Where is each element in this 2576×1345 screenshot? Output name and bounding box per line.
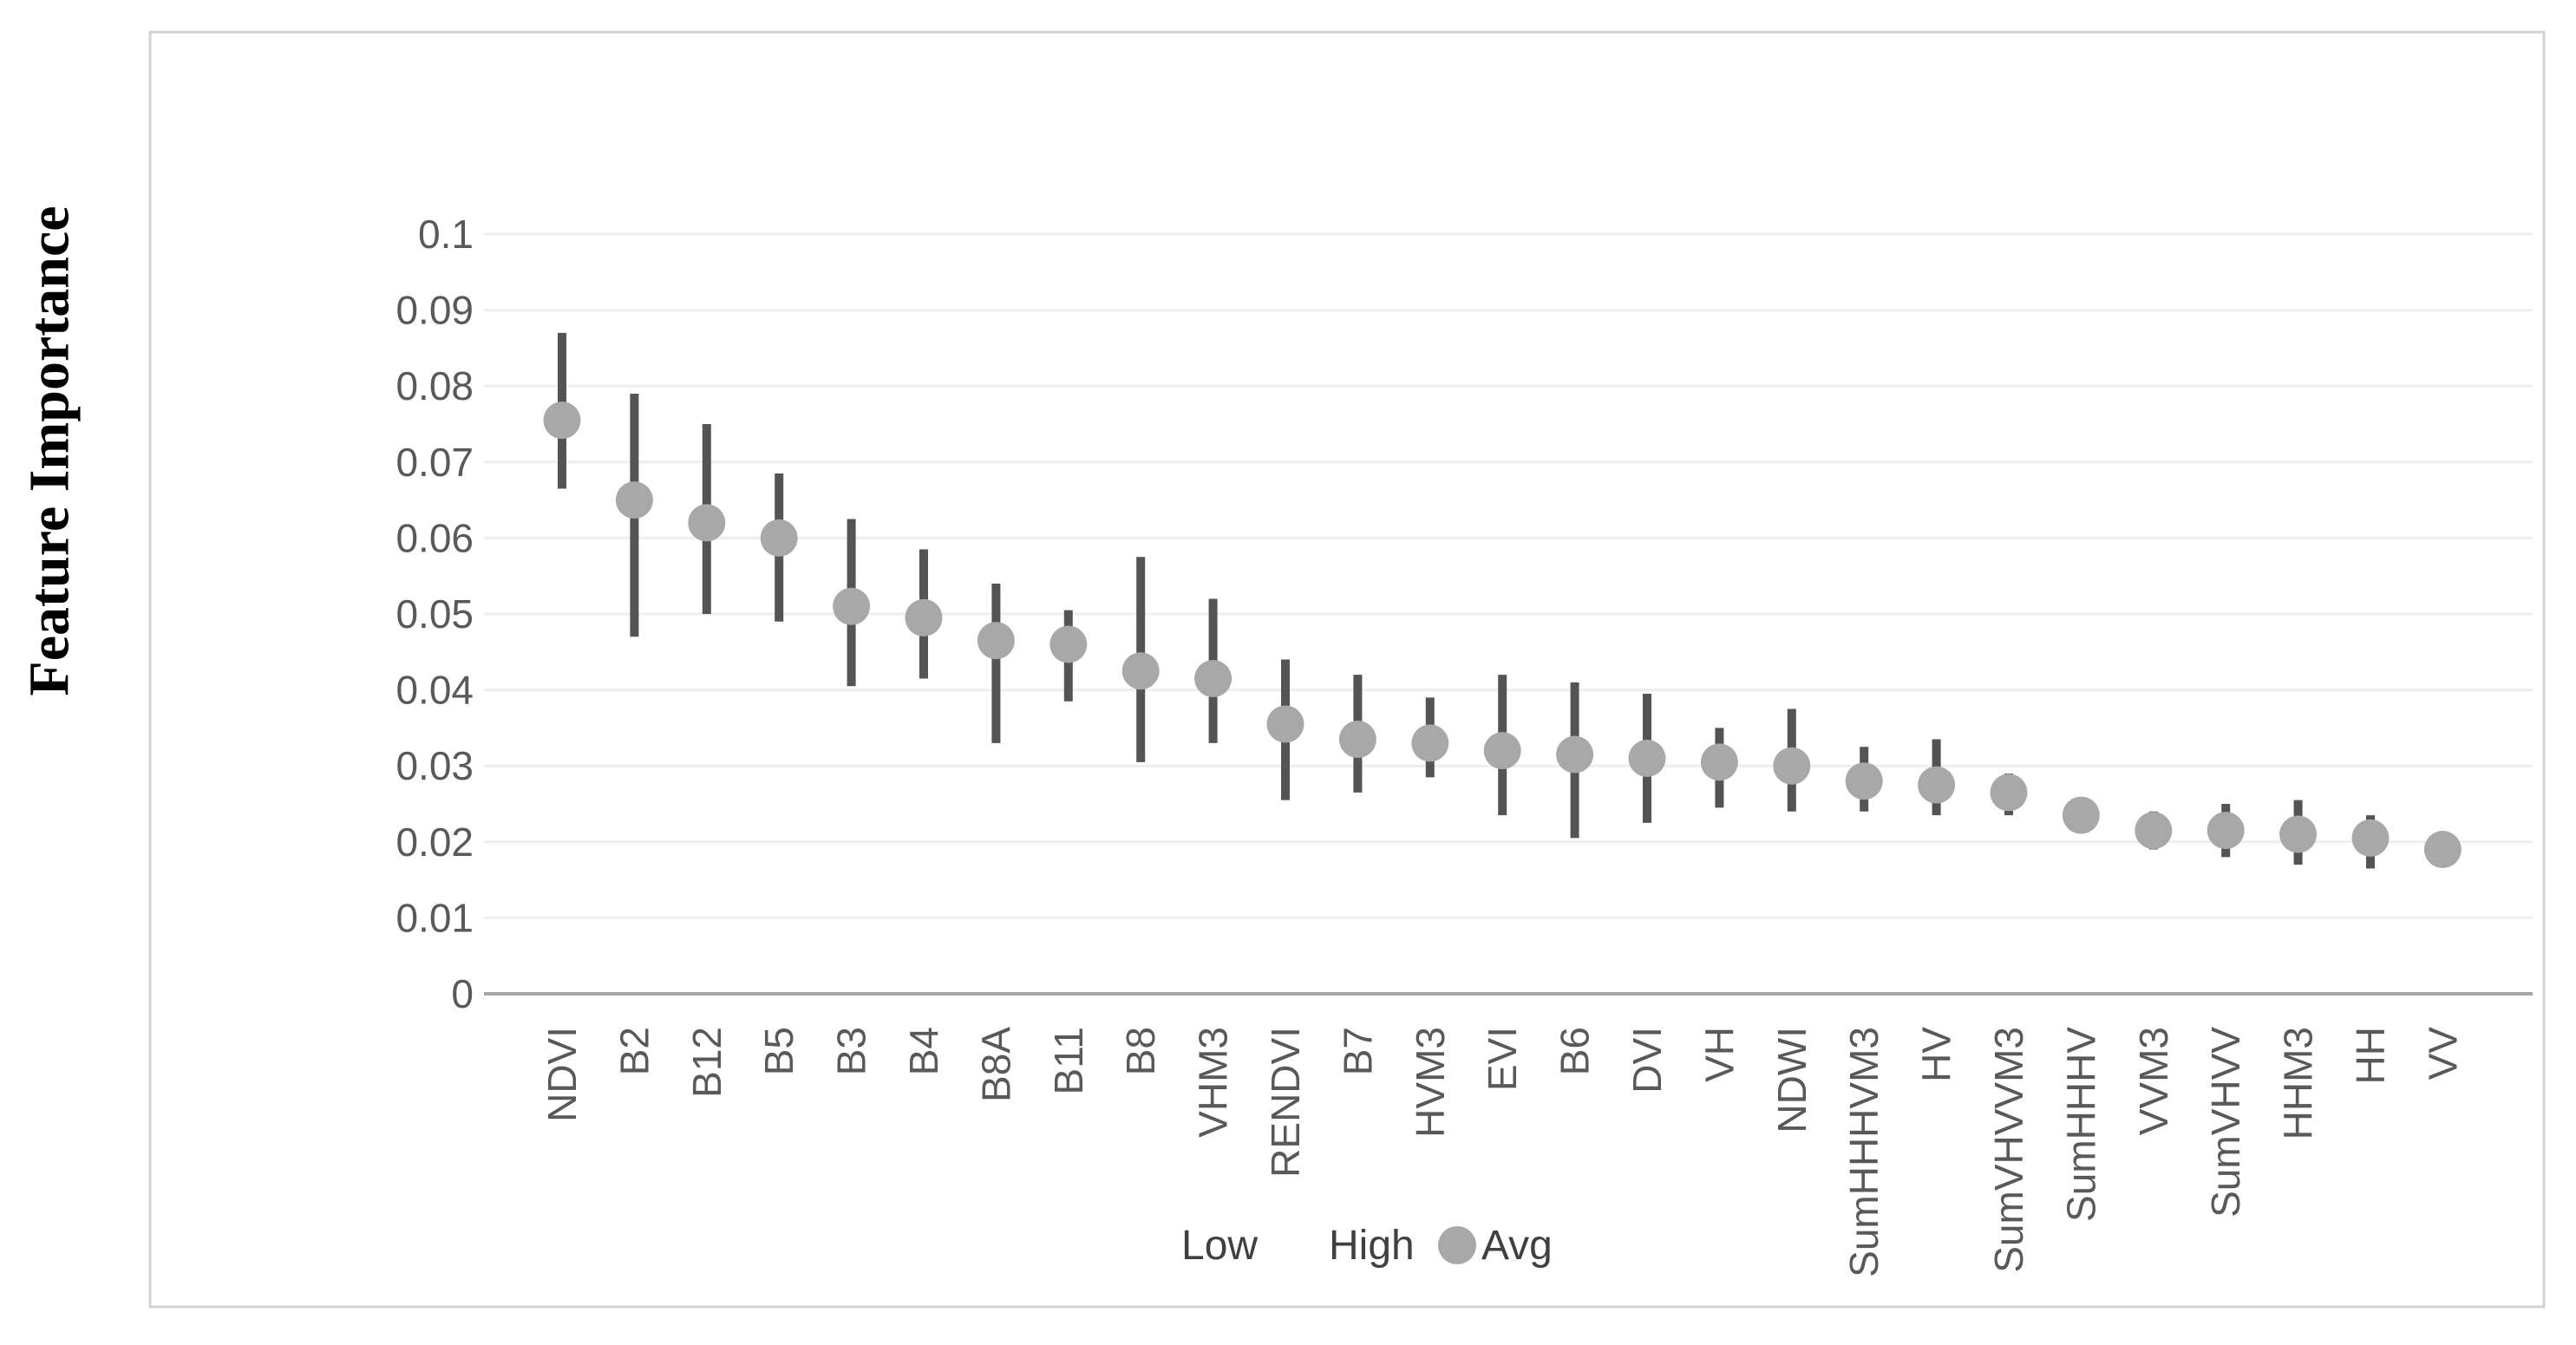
avg-dot-sumvhvvm3 bbox=[1990, 774, 2028, 812]
avg-dot-b3 bbox=[833, 587, 871, 625]
x-axis-label-rendvi: RENDVI bbox=[1263, 1027, 1308, 1178]
x-axis-label-ndvi: NDVI bbox=[539, 1027, 585, 1122]
x-axis-category-labels: NDVI B2 B12 B5 B3 B4 B8A B11 B8 VHM3 RENDVI B7 HVM3 E… bbox=[539, 1027, 2465, 1277]
avg-dot-dvi bbox=[1628, 739, 1666, 777]
x-axis-label-b11: B11 bbox=[1046, 1027, 1091, 1094]
x-axis-label-vvm3: VVM3 bbox=[2131, 1027, 2176, 1135]
y-axis-tick-labels: 0 0.01 0.02 0.03 0.04 0.05 0.06 0.07 0.08 0.09 0.1 bbox=[396, 212, 474, 1016]
x-axis-label-b7: B7 bbox=[1335, 1027, 1380, 1075]
chart-area-border bbox=[148, 30, 2546, 1309]
avg-dot-vhm3 bbox=[1194, 659, 1232, 697]
x-axis-label-hh: HH bbox=[2348, 1027, 2393, 1084]
avg-dot-b12 bbox=[688, 504, 726, 542]
x-axis-label-hv: HV bbox=[1914, 1027, 1959, 1082]
avg-dot-hvm3 bbox=[1411, 724, 1449, 762]
avg-dot-b7 bbox=[1338, 721, 1376, 759]
avg-dot-evi bbox=[1483, 732, 1521, 770]
x-axis-label-vv: VV bbox=[2420, 1027, 2465, 1081]
avg-dot-b6 bbox=[1556, 735, 1594, 774]
y-axis-tick-label: 0.05 bbox=[396, 591, 474, 637]
y-axis-tick-label: 0.04 bbox=[396, 668, 474, 713]
y-axis-title: Feature Importance bbox=[18, 206, 82, 695]
avg-dot-rendvi bbox=[1266, 705, 1304, 743]
avg-dot-ndvi bbox=[543, 402, 581, 440]
x-axis-label-sumvhvvm3: SumVHVVM3 bbox=[1986, 1027, 2031, 1273]
x-axis-label-hhm3: HHM3 bbox=[2276, 1027, 2321, 1139]
chart-legend: Low High Avg bbox=[1181, 1223, 1553, 1269]
x-axis-label-b8: B8 bbox=[1118, 1027, 1163, 1075]
legend-avg-marker-icon bbox=[1438, 1226, 1476, 1264]
avg-dot-b11 bbox=[1049, 625, 1088, 663]
avg-dot-sumvhvv bbox=[2207, 812, 2245, 850]
x-axis-label-b2: B2 bbox=[611, 1027, 657, 1075]
x-axis-label-sumhhhv: SumHHHV bbox=[2058, 1027, 2103, 1222]
y-axis-tick-label: 0.03 bbox=[396, 743, 474, 788]
x-axis-label-hvm3: HVM3 bbox=[1408, 1027, 1453, 1138]
y-axis-tick-label: 0.06 bbox=[396, 515, 474, 560]
x-axis-label-vh: VH bbox=[1697, 1027, 1742, 1082]
avg-dot-hv bbox=[1918, 766, 1956, 804]
y-axis-tick-label: 0.02 bbox=[396, 819, 474, 865]
x-axis-label-b12: B12 bbox=[684, 1027, 729, 1098]
avg-dot-hhm3 bbox=[2279, 815, 2318, 853]
x-axis-label-b4: B4 bbox=[901, 1027, 946, 1075]
y-axis-tick-label: 0 bbox=[451, 971, 474, 1016]
avg-markers bbox=[543, 402, 2462, 869]
avg-dot-vh bbox=[1700, 743, 1738, 781]
x-axis-label-evi: EVI bbox=[1480, 1027, 1525, 1091]
avg-dot-sumhhhv bbox=[2062, 796, 2100, 834]
x-axis-label-vhm3: VHM3 bbox=[1191, 1027, 1236, 1138]
x-axis-label-dvi: DVI bbox=[1625, 1027, 1670, 1094]
avg-dot-b8a bbox=[977, 622, 1015, 660]
x-axis-label-b6: B6 bbox=[1553, 1027, 1598, 1075]
avg-dot-sumhhhvm3 bbox=[1845, 762, 1883, 800]
legend-item-avg: Avg bbox=[1481, 1223, 1553, 1269]
avg-dot-b5 bbox=[760, 519, 798, 557]
avg-dot-vvm3 bbox=[2135, 812, 2173, 850]
y-axis-tick-label: 0.07 bbox=[396, 440, 474, 485]
avg-dot-hh bbox=[2351, 819, 2390, 857]
avg-dot-ndwi bbox=[1773, 747, 1811, 785]
gridlines bbox=[484, 232, 2533, 919]
x-axis-label-b8a: B8A bbox=[973, 1027, 1018, 1102]
x-axis-label-b3: B3 bbox=[829, 1027, 874, 1075]
legend-item-low: Low bbox=[1181, 1223, 1258, 1269]
y-axis-tick-label: 0.01 bbox=[396, 895, 474, 940]
x-axis-label-b5: B5 bbox=[756, 1027, 801, 1075]
y-axis-tick-label: 0.08 bbox=[396, 363, 474, 408]
x-axis-label-ndwi: NDWI bbox=[1769, 1027, 1814, 1133]
legend-item-high: High bbox=[1329, 1223, 1415, 1269]
avg-dot-b4 bbox=[905, 598, 943, 637]
y-axis-tick-label: 0.1 bbox=[418, 212, 474, 257]
avg-dot-vv bbox=[2423, 831, 2462, 869]
x-axis-label-sumvhvv: SumVHVV bbox=[2203, 1027, 2248, 1218]
y-axis-tick-label: 0.09 bbox=[396, 288, 474, 333]
avg-dot-b8 bbox=[1121, 652, 1160, 690]
x-axis-label-sumhhhvm3: SumHHHVM3 bbox=[1841, 1027, 1886, 1277]
avg-dot-b2 bbox=[615, 481, 653, 519]
